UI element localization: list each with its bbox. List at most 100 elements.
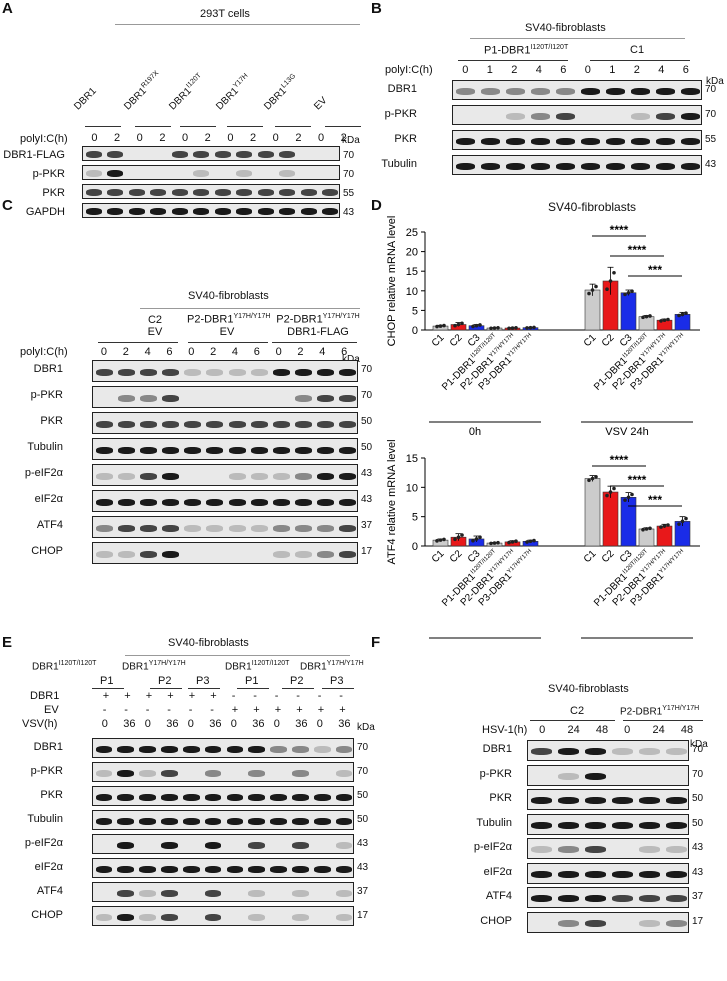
band [139,550,157,558]
data-point [587,478,591,483]
group-p2-ev-label: P2-DBR1Y17H/Y17H EV [187,313,271,338]
dbr1-sign: + [188,690,196,702]
band [236,208,253,215]
band [531,87,550,95]
data-point [532,538,536,543]
band [139,472,157,480]
data-point [608,490,613,494]
time-label: 48 [595,724,609,736]
band [171,189,188,196]
data-point [435,539,439,543]
band [117,472,135,480]
data-point [648,526,652,531]
group-underline [227,126,263,127]
band [161,889,178,897]
band [606,87,625,95]
band [322,189,339,196]
band [193,189,210,196]
blot-row [92,762,354,782]
panel-label-a: A [2,0,13,17]
blot-row [92,542,358,564]
genotype-mid: DBR1Y17H/Y17H [122,660,186,673]
band [139,817,156,825]
significance-mark: **** [628,473,647,487]
patient-label: P3 [196,675,210,687]
time-label: 24 [567,724,580,736]
time-label: 0 [275,346,282,358]
marker-label: 70 [692,744,704,755]
band [139,524,157,532]
dbr1-sign: + [102,690,110,702]
band [292,841,309,849]
data-point [684,311,688,315]
band [161,913,178,921]
ev-sign: + [274,704,282,716]
data-point [532,325,536,330]
row-label: PKR [489,792,512,804]
blot-row [82,165,340,180]
data-point [528,325,533,330]
marker-label: 50 [361,416,373,427]
marker-label: 70 [343,150,355,161]
blot-row [92,738,354,758]
blot-row [527,862,689,884]
band [139,865,156,873]
group-label: DBR1R197X [122,69,161,113]
time-label: 0 [230,718,237,730]
band [558,772,579,780]
data-point [648,314,652,318]
data-point [514,539,518,543]
blot-row [452,105,702,125]
group-underline [275,126,311,127]
patient-label: P1 [100,675,114,687]
data-point [507,540,511,545]
band [335,769,353,777]
band [161,769,178,777]
band [182,865,200,873]
band [631,162,650,170]
bar [656,525,673,547]
band [270,745,287,753]
band [585,846,606,853]
significance-mark: *** [648,493,662,507]
time-label: 2 [295,132,302,144]
significance-mark: *** [648,263,662,277]
row-label: p-PKR [32,168,65,180]
y-axis-label: ATF4 relative mRNA level [386,439,398,564]
x-tick-label: C1 [582,548,599,565]
marker-label: 70 [343,169,355,180]
band [558,821,579,829]
cell-line-label: 293T cells [200,8,250,20]
row-label: PKR [40,415,63,427]
significance-mark: **** [628,243,647,257]
band [585,870,606,878]
data-point [525,540,529,544]
band [248,817,266,825]
time-label: 0 [188,346,195,358]
marker-label: 43 [361,494,373,505]
band [117,745,135,753]
significance-mark: **** [610,453,629,467]
data-point [489,326,493,331]
data-point [594,474,598,479]
band [295,368,312,376]
band [107,170,124,177]
data-point [442,323,446,328]
band [506,162,525,170]
band [531,137,550,145]
band [184,368,202,376]
row-ev-label: EV [44,704,59,716]
y-tick-label: 15 [406,266,418,278]
band [182,817,200,825]
data-point [590,288,595,292]
data-point [460,321,464,326]
time-label: 2 [511,64,518,76]
band [248,841,266,849]
row-label: PKR [42,187,65,199]
band [204,889,222,897]
marker-label: 70 [361,364,373,375]
data-point [471,324,475,329]
band [656,87,675,95]
band [248,889,266,897]
band [117,841,135,849]
